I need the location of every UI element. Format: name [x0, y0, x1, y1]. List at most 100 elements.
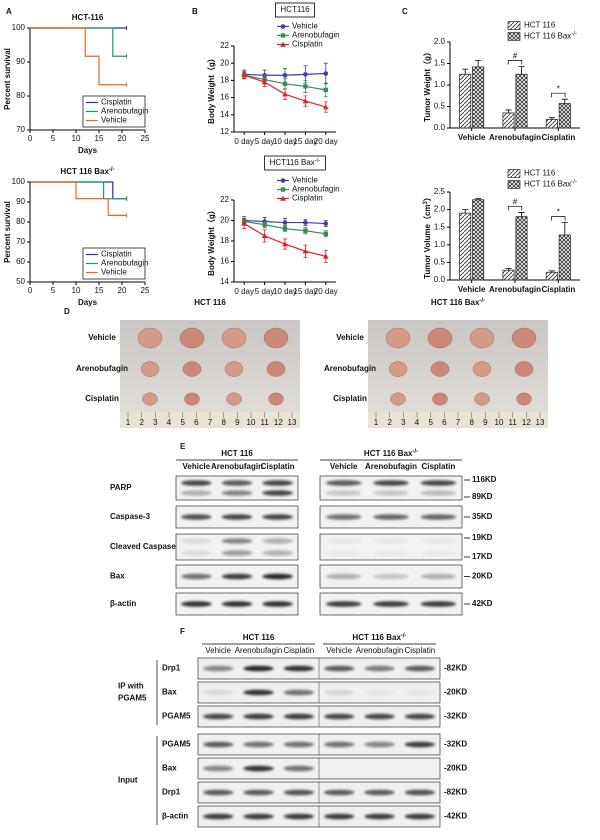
legend-swatch: [507, 32, 521, 41]
blot-band: [221, 550, 253, 556]
blot-band: [262, 573, 293, 580]
x-axis-label: Days: [78, 298, 98, 307]
blot-band: [181, 550, 212, 556]
point: [280, 187, 286, 192]
x-tick-label: 0 day: [234, 137, 254, 146]
blot-band: [262, 601, 293, 607]
column-label: Arenobufagin: [365, 462, 417, 471]
blot-band: [262, 490, 293, 496]
blot-band: [404, 665, 435, 672]
group-header: HCT 116 Bax-/-: [352, 633, 406, 643]
y-tick-label: 20: [220, 58, 229, 67]
blot-band: [283, 789, 314, 796]
tumor: [226, 392, 242, 406]
tumor: [137, 327, 163, 349]
column-label: Cisplatin: [421, 462, 455, 471]
x-tick-label: Vehicle: [458, 285, 486, 294]
significance-bracket: [551, 92, 566, 98]
ruler: [368, 412, 548, 428]
y-tick-label: 2.0: [434, 205, 446, 214]
x-tick-label: 20 day: [314, 137, 338, 146]
panel-letter: F: [180, 627, 185, 636]
blot-band: [404, 689, 435, 696]
blot-band: [181, 601, 212, 607]
x-tick-label: 5: [51, 134, 56, 143]
y-tick-label: 80: [16, 217, 25, 226]
ruler-number: 6: [442, 418, 447, 427]
point: [303, 220, 308, 225]
blot: [175, 533, 299, 561]
legend-label: Vehicle: [292, 22, 318, 31]
significance-mark: *: [557, 208, 560, 217]
x-tick-label: 0 day: [234, 287, 254, 296]
bar: [459, 212, 472, 281]
y-tick-label: 1.5: [434, 222, 446, 231]
size-marker: 42KD: [472, 599, 493, 608]
error-bar: [548, 117, 555, 120]
ruler-number: 1: [126, 418, 131, 427]
tumor: [427, 327, 453, 349]
tumor: [268, 392, 284, 406]
chart-title: HCT116: [280, 5, 310, 14]
blot-band: [262, 538, 293, 544]
blot-band: [221, 573, 253, 580]
blot-label: β-actin: [110, 599, 136, 608]
tumor: [388, 361, 408, 377]
blot-band: [420, 514, 457, 520]
size-marker: -42KD: [444, 812, 467, 821]
row-label: Vehicle: [88, 333, 116, 342]
x-tick-label: 10: [72, 134, 81, 143]
y-tick-label: 14: [220, 277, 229, 286]
row-label: Vehicle: [336, 333, 364, 342]
tumor: [142, 392, 158, 406]
blot-band: [325, 514, 362, 520]
ruler-number: 10: [247, 418, 256, 427]
legend-swatch: [507, 180, 521, 189]
panel-letter: C: [402, 7, 408, 16]
size-marker: 19KD: [472, 533, 493, 542]
tumor: [184, 392, 200, 406]
x-axis-label: Days: [78, 146, 98, 155]
survival-line: [30, 27, 127, 86]
ruler-number: 4: [415, 418, 420, 427]
x-tick-label: 15: [95, 286, 104, 295]
legend-label: Vehicle: [101, 116, 127, 125]
survival-line: [30, 181, 127, 200]
section-label: IP with: [118, 682, 144, 691]
blot-band: [283, 689, 314, 696]
x-tick-label: 15 day: [293, 137, 317, 146]
ruler-number: 11: [509, 418, 518, 427]
blot-label: Bax: [162, 688, 177, 697]
group-header: HCT 116: [243, 633, 275, 642]
size-marker: -82KD: [444, 788, 467, 797]
point: [280, 33, 286, 38]
ruler: [120, 412, 300, 428]
blot-label: PARP: [110, 483, 132, 492]
ruler-number: 12: [274, 418, 283, 427]
y-tick-label: 1.5: [434, 59, 446, 68]
column-label: Vehicle: [326, 646, 352, 655]
ruler-number: 3: [401, 418, 406, 427]
panel-letter: D: [64, 307, 70, 316]
error-bar: [518, 212, 525, 217]
blot-band: [373, 538, 409, 544]
significance-bracket: [507, 60, 523, 65]
x-tick-label: 0: [28, 134, 33, 143]
ruler-number: 12: [522, 418, 531, 427]
ruler-number: 13: [288, 418, 297, 427]
error-bar: [505, 109, 512, 113]
blot-band: [243, 765, 274, 772]
bar: [558, 234, 571, 281]
blot-band: [420, 550, 457, 556]
blot-band: [221, 601, 253, 607]
blot-band: [181, 538, 212, 544]
size-marker: 89KD: [472, 492, 493, 501]
blot-band: [364, 713, 395, 720]
column-label: Arenobufagin: [235, 646, 283, 655]
blot-band: [404, 789, 435, 796]
blot-band: [373, 550, 409, 556]
blot-band: [373, 490, 409, 496]
error-bar: [475, 198, 482, 200]
size-marker: -82KD: [444, 664, 467, 673]
legend-label: HCT 116 Bax-/-: [524, 31, 577, 41]
